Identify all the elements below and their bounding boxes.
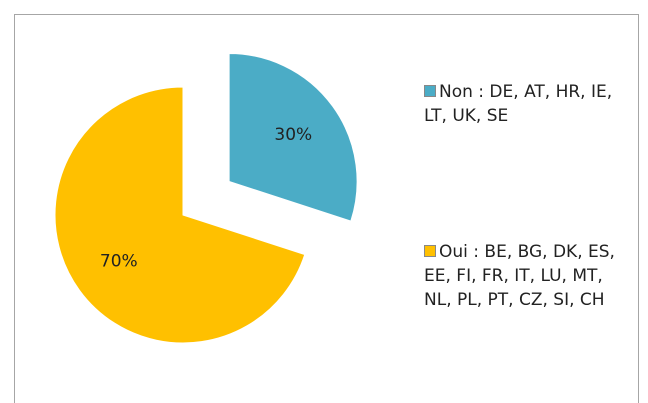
pie-slice bbox=[54, 86, 306, 344]
slice-label: 30% bbox=[274, 125, 312, 145]
legend-label: Non : DE, AT, HR, IE, LT, UK, SE bbox=[424, 82, 613, 126]
legend-item: Non : DE, AT, HR, IE, LT, UK, SE bbox=[424, 80, 634, 128]
legend-swatch bbox=[424, 245, 436, 257]
pie-slice bbox=[228, 52, 358, 222]
legend-label: Oui : BE, BG, DK, ES, EE, FI, FR, IT, LU… bbox=[424, 242, 615, 310]
legend-item: Oui : BE, BG, DK, ES, EE, FI, FR, IT, LU… bbox=[424, 240, 634, 312]
slice-label: 70% bbox=[100, 252, 138, 272]
legend-swatch bbox=[424, 85, 436, 97]
